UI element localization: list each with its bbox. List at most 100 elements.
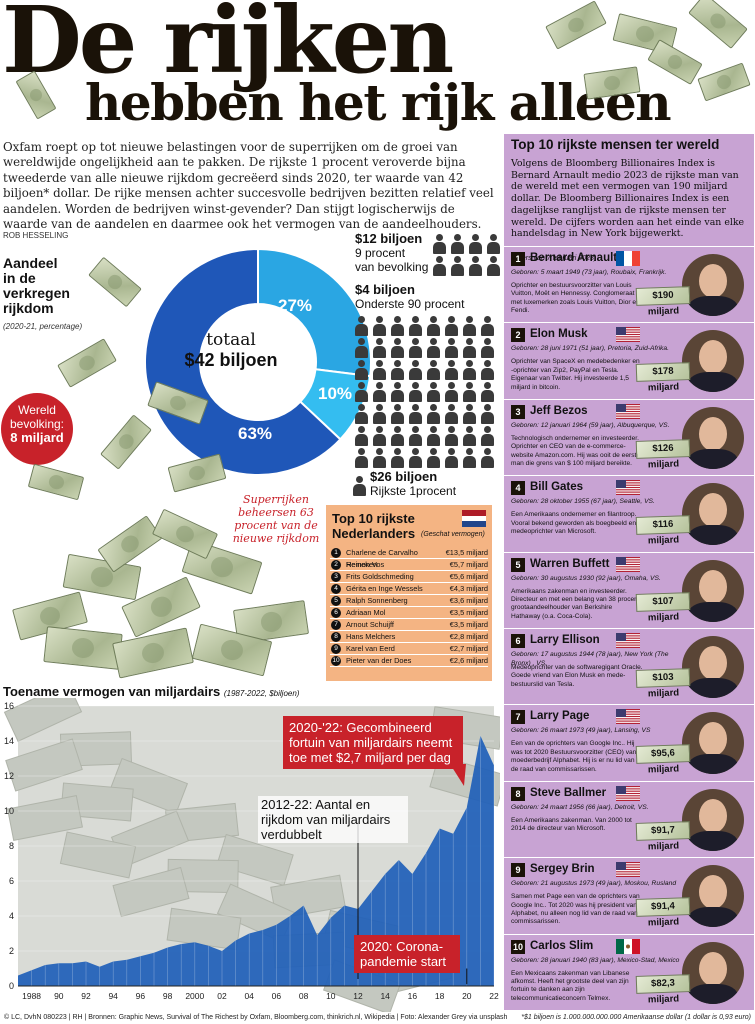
byline: ROB HESSELING — [3, 231, 69, 240]
person-photo — [682, 559, 744, 622]
person-icon — [468, 256, 483, 276]
segment-label-9pct: $12 biljoen 9 procent van bevolking — [355, 231, 429, 275]
nl-name: Pieter van der Does — [346, 656, 412, 665]
headline-sub: hebben het rijk alleen — [85, 73, 672, 132]
segment-desc: van bevolking — [355, 260, 429, 274]
segment-desc: 9 procent — [355, 246, 406, 260]
person-born: Geboren: 26 maart 1973 (49 jaar), Lansin… — [511, 727, 651, 735]
us-flag-icon — [616, 862, 640, 878]
person-icon — [426, 382, 441, 402]
person-icon — [390, 426, 405, 446]
chart-x-tick: 12 — [353, 991, 363, 1001]
nl-list-item: 2 Remon Vos €5,7 miljard — [330, 559, 488, 571]
person-name: Sergey Brin — [530, 863, 595, 876]
people-icons-90pct — [354, 316, 495, 468]
person-icon — [480, 426, 495, 446]
segment-amount: $26 biljoen — [370, 469, 438, 484]
chart-x-tick: 18 — [435, 991, 445, 1001]
nl-list-item: 3 Frits Goldschmeding €5,6 miljard — [330, 571, 488, 583]
nl-name: Karel van Eerd — [346, 644, 395, 653]
us-flag-icon — [616, 785, 640, 801]
person-icon — [444, 338, 459, 358]
us-flag-icon — [616, 327, 640, 343]
person-icon — [426, 360, 441, 380]
person-icon — [480, 404, 495, 424]
person-bio: Oprichter van SpaceX en medebedenker en … — [511, 358, 640, 391]
chart-y-tick: 10 — [4, 806, 14, 816]
person-icon — [480, 338, 495, 358]
person-photo — [682, 330, 744, 393]
person-name: Bill Gates — [530, 481, 584, 494]
person-icon — [462, 338, 477, 358]
person-bio: Een Amerikaans ondernemer en filantroop.… — [511, 511, 637, 535]
chart-subtitle: (1987-2022, $biljoen) — [223, 689, 300, 698]
world-line1: Wereld — [18, 403, 56, 417]
person-born: Geboren: 24 maart 1956 (66 jaar), Detroi… — [511, 803, 649, 811]
nl-value: €3,6 miljard — [449, 596, 488, 605]
rich-person-entry: 10 Carlos Slim Geboren: 28 januari 1940 (8… — [504, 933, 754, 1010]
nl-rank: 6 — [331, 608, 341, 618]
person-icon — [486, 234, 501, 254]
person-icon — [408, 316, 423, 336]
chart-x-tick: 02 — [217, 991, 227, 1001]
segment-label-1pct: $26 biljoen Rijkste 1procent — [370, 469, 456, 499]
donut-pct-63: 63% — [238, 424, 273, 443]
netherlands-flag-icon — [462, 510, 486, 528]
person-fortune: $116 miljard — [635, 515, 691, 547]
person-icon — [390, 360, 405, 380]
person-icon — [372, 404, 387, 424]
person-icon — [372, 338, 387, 358]
us-flag-icon — [616, 556, 640, 572]
person-icon — [444, 382, 459, 402]
person-icon — [444, 426, 459, 446]
person-born: Geboren: 12 januari 1964 (59 jaar), Albu… — [511, 421, 670, 429]
fr-flag-icon — [616, 251, 640, 266]
us-flag-icon — [616, 709, 640, 725]
segment-desc: Onderste 90 procent — [355, 297, 465, 311]
person-icon — [480, 316, 495, 336]
person-icon — [372, 448, 387, 468]
annotation-2012-22: 2012-22: Aantal en rijkdom van miljardai… — [258, 796, 408, 843]
person-icon — [408, 360, 423, 380]
share-title: Aandeel in de verkregen rijkdom — [3, 255, 70, 316]
nl-name: Charlene de Carvalho Heineken — [346, 548, 418, 569]
person-born: Geboren: 28 januari 1940 (83 jaar), Mexi… — [511, 956, 680, 964]
person-icon — [450, 234, 465, 254]
chart-x-tick: 20 — [462, 991, 472, 1001]
nl-value: €3,5 miljard — [449, 608, 488, 617]
person-icon — [432, 256, 447, 276]
person-icon — [468, 234, 483, 254]
chart-x-tick: 04 — [244, 991, 254, 1001]
mx-flag-icon — [616, 938, 640, 954]
nl-value: €2,7 miljard — [449, 644, 488, 653]
rich-person-entry: 8 Steve Ballmer Geboren: 24 maart 1956 (66… — [504, 780, 754, 857]
nl-rank: 2 — [331, 560, 341, 570]
superrich-note: Superrijken beheersen 63 procent van de … — [232, 493, 320, 545]
person-icon — [390, 404, 405, 424]
nl-list-item: 5 Ralph Sonnenberg €3,6 miljard — [330, 595, 488, 607]
person-bio: Samen met Page een van de oprichters van… — [511, 893, 640, 926]
chart-title: Toename vermogen van miljardairs (1987-2… — [3, 684, 299, 699]
chart-y-tick: 2 — [9, 946, 14, 956]
person-name: Larry Page — [530, 710, 590, 723]
person-fortune: $178 miljard — [635, 362, 691, 394]
person-born: Geboren: 17 augustus 1944 (78 jaar), New… — [511, 651, 669, 667]
person-icon — [432, 234, 447, 254]
chart-banknote-texture — [216, 833, 294, 887]
person-photo — [682, 406, 744, 469]
person-icon — [408, 404, 423, 424]
nl-list-item: 8 Hans Melchers €2,8 miljard — [330, 631, 488, 643]
person-icon — [354, 338, 369, 358]
footer: © LC, DvhN 080223 | RH | Bronnen: Graphi… — [0, 1011, 755, 1024]
headline: De rijken — [2, 0, 454, 94]
person-name: Elon Musk — [530, 328, 588, 341]
nl-value: €3,5 miljard — [449, 620, 488, 629]
segment-amount: $12 biljoen — [355, 231, 423, 246]
nl-value: €5,6 miljard — [449, 572, 488, 581]
us-flag-icon — [616, 480, 640, 496]
person-born: Geboren: 21 augustus 1973 (49 jaar), Mos… — [511, 880, 677, 888]
person-name: Bernard Arnault — [530, 252, 618, 264]
person-icon — [462, 382, 477, 402]
people-icons-9pct — [432, 234, 501, 276]
person-bio: Technologisch ondernemer en investeerder… — [511, 434, 641, 468]
